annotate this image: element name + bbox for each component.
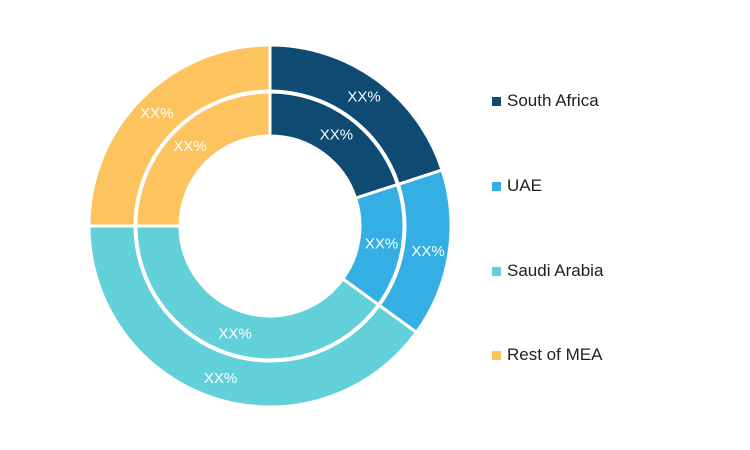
inner-label-saudi-arabia: XX%: [218, 325, 251, 342]
legend-swatch-rest-of-mea: [492, 350, 501, 360]
legend-item-uae: UAE: [492, 176, 542, 196]
legend-label-rest-of-mea: Rest of MEA: [507, 345, 603, 364]
legend-label-south-africa: South Africa: [507, 91, 599, 110]
outer-label-uae: XX%: [411, 243, 444, 260]
legend-item-south-africa: South Africa: [492, 91, 599, 111]
legend-label-saudi-arabia: Saudi Arabia: [507, 261, 604, 280]
inner-label-uae: XX%: [365, 236, 398, 253]
legend-item-rest-of-mea: Rest of MEA: [492, 345, 602, 365]
inner-slice-saudi-arabia: [134, 224, 381, 362]
outer-label-south-africa: XX%: [347, 89, 380, 106]
outer-label-saudi-arabia: XX%: [204, 370, 237, 387]
inner-label-south-africa: XX%: [320, 127, 353, 144]
legend-swatch-south-africa: [492, 96, 501, 106]
inner-slice-rest-of-mea: [134, 90, 272, 228]
legend-item-saudi-arabia: Saudi Arabia: [492, 261, 603, 281]
legend-label-uae: UAE: [507, 176, 542, 195]
legend-swatch-saudi-arabia: [492, 266, 501, 276]
outer-label-rest-of-mea: XX%: [140, 105, 173, 122]
inner-label-rest-of-mea: XX%: [173, 138, 206, 155]
legend-swatch-uae: [492, 181, 501, 191]
